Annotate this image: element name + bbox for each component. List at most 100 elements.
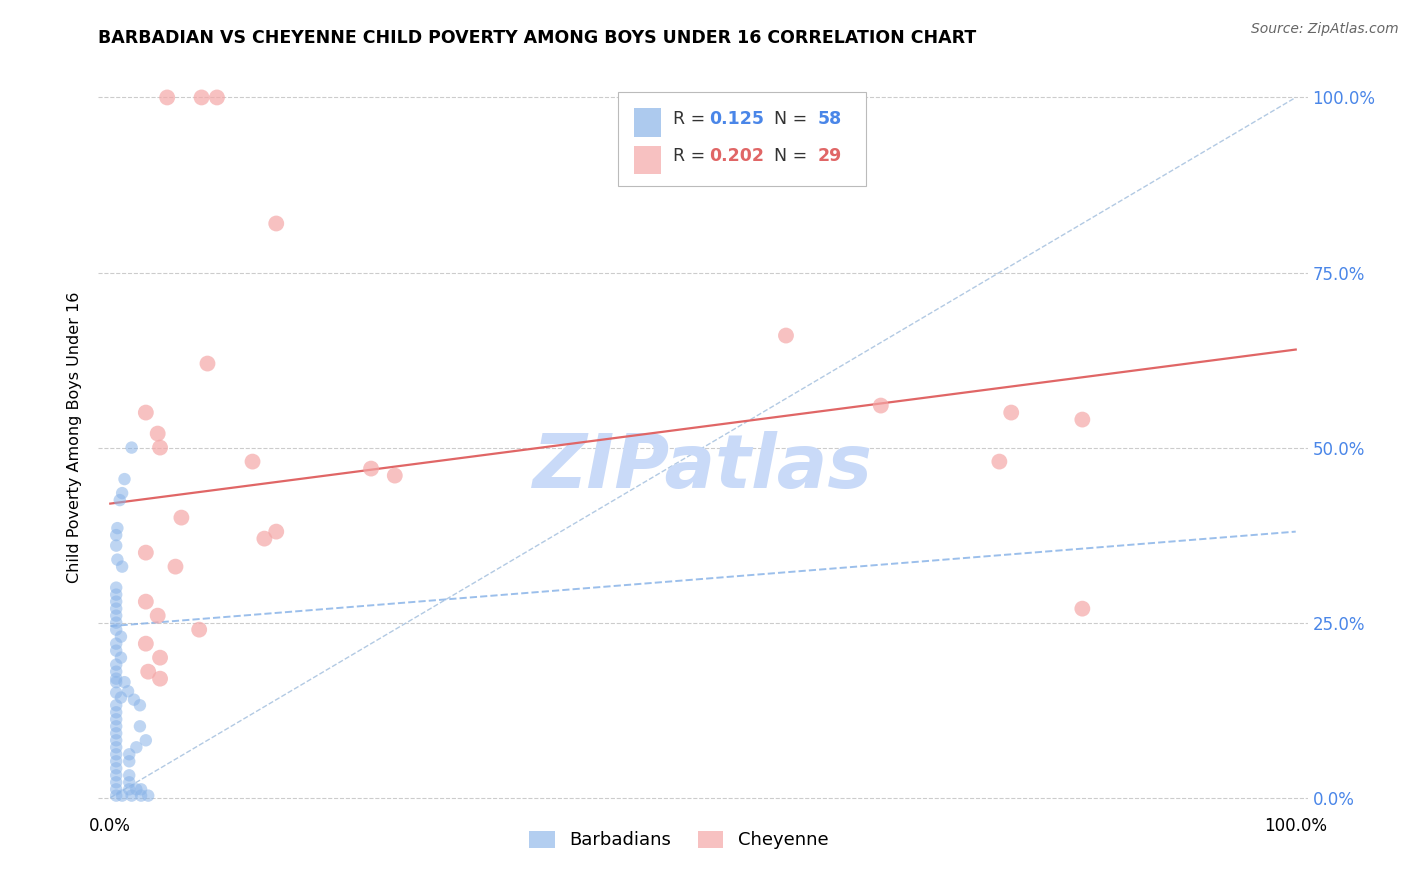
Text: ZIPatlas: ZIPatlas xyxy=(533,431,873,504)
Point xyxy=(1071,601,1094,615)
Point xyxy=(135,637,157,651)
Point xyxy=(129,782,152,797)
Point xyxy=(105,768,128,782)
Point xyxy=(129,719,152,733)
FancyBboxPatch shape xyxy=(619,93,866,186)
Point xyxy=(1071,412,1094,426)
Point xyxy=(1000,406,1022,420)
Text: 0.125: 0.125 xyxy=(709,110,763,128)
Point xyxy=(264,217,287,231)
Point xyxy=(111,789,134,803)
FancyBboxPatch shape xyxy=(634,145,661,174)
Point xyxy=(988,454,1011,468)
Text: N =: N = xyxy=(763,147,813,165)
Point xyxy=(105,719,128,733)
Text: 0.202: 0.202 xyxy=(709,147,763,165)
Text: 58: 58 xyxy=(818,110,842,128)
Legend: Barbadians, Cheyenne: Barbadians, Cheyenne xyxy=(522,823,835,856)
Point xyxy=(105,581,128,595)
Point xyxy=(360,461,382,475)
Point xyxy=(105,601,128,615)
Point xyxy=(111,559,134,574)
Point xyxy=(149,650,172,665)
Point xyxy=(114,675,136,690)
Point xyxy=(110,630,132,644)
Point xyxy=(188,623,211,637)
Point xyxy=(118,768,141,782)
Point xyxy=(105,643,128,657)
Point xyxy=(105,686,128,700)
Point xyxy=(264,524,287,539)
Point xyxy=(105,608,128,623)
Point xyxy=(135,733,157,747)
Point xyxy=(190,90,212,104)
Point xyxy=(117,684,139,698)
Point xyxy=(105,789,128,803)
Point xyxy=(242,454,264,468)
Point xyxy=(114,472,136,486)
Point xyxy=(118,747,141,762)
Point xyxy=(105,706,128,720)
Point xyxy=(156,90,179,104)
Point xyxy=(110,690,132,705)
Point xyxy=(105,623,128,637)
Point xyxy=(149,672,172,686)
Point xyxy=(136,789,159,803)
Point xyxy=(105,733,128,747)
Point xyxy=(105,740,128,755)
Point xyxy=(105,712,128,726)
Point xyxy=(105,775,128,789)
Point xyxy=(108,493,131,508)
Point xyxy=(125,782,148,797)
Point xyxy=(170,510,193,524)
Point xyxy=(136,665,159,679)
Point xyxy=(118,782,141,797)
Point xyxy=(122,692,145,706)
Point xyxy=(105,726,128,740)
Point xyxy=(205,90,228,104)
Point xyxy=(105,754,128,768)
Point xyxy=(105,594,128,608)
Point xyxy=(105,698,128,713)
Point xyxy=(146,426,169,441)
Point xyxy=(135,594,157,608)
Point xyxy=(110,650,132,665)
Point xyxy=(105,665,128,679)
Point xyxy=(111,486,134,500)
Point xyxy=(105,539,128,553)
Point xyxy=(146,608,169,623)
Point xyxy=(869,399,891,413)
Text: Source: ZipAtlas.com: Source: ZipAtlas.com xyxy=(1251,22,1399,37)
Point xyxy=(105,521,128,535)
Point xyxy=(121,789,143,803)
Text: BARBADIAN VS CHEYENNE CHILD POVERTY AMONG BOYS UNDER 16 CORRELATION CHART: BARBADIAN VS CHEYENNE CHILD POVERTY AMON… xyxy=(98,29,977,47)
Point xyxy=(125,740,148,755)
Point xyxy=(105,782,128,797)
Point xyxy=(165,559,187,574)
Point xyxy=(118,754,141,768)
Point xyxy=(105,552,128,566)
Point xyxy=(105,761,128,775)
Point xyxy=(105,675,128,690)
FancyBboxPatch shape xyxy=(634,108,661,136)
Point xyxy=(197,357,219,371)
Point xyxy=(105,588,128,602)
Text: R =: R = xyxy=(673,147,710,165)
Point xyxy=(105,672,128,686)
Point xyxy=(135,546,157,560)
Point xyxy=(775,328,797,343)
Point xyxy=(135,406,157,420)
Point xyxy=(105,637,128,651)
Point xyxy=(105,528,128,542)
Text: R =: R = xyxy=(673,110,710,128)
Text: N =: N = xyxy=(763,110,813,128)
Text: 29: 29 xyxy=(818,147,842,165)
Point xyxy=(105,615,128,630)
Point xyxy=(129,789,152,803)
Y-axis label: Child Poverty Among Boys Under 16: Child Poverty Among Boys Under 16 xyxy=(67,292,83,582)
Point xyxy=(121,441,143,455)
Point xyxy=(118,775,141,789)
Point xyxy=(149,441,172,455)
Point xyxy=(253,532,276,546)
Point xyxy=(129,698,152,713)
